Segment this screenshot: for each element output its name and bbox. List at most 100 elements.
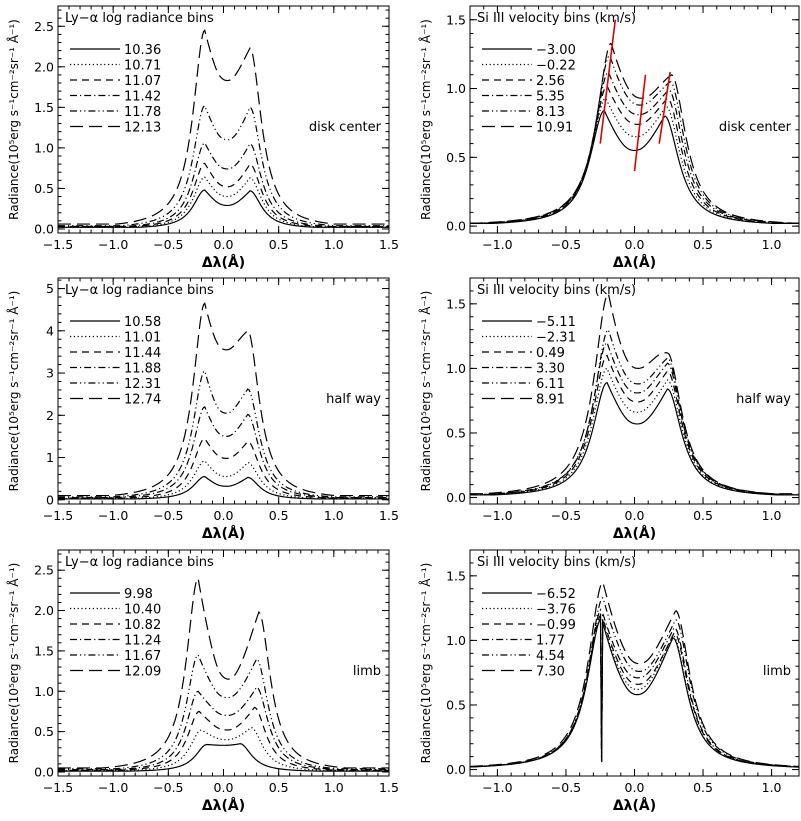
- x-tick-label: 0.5: [693, 508, 713, 523]
- legend-label: 11.78: [124, 105, 161, 120]
- x-tick-label: −0.5: [551, 508, 581, 523]
- legend-label: 12.09: [124, 665, 161, 680]
- legend: −6.52−3.76−0.991.774.547.30: [482, 587, 576, 680]
- x-tick-label: 0.0: [214, 780, 234, 795]
- annotation-red-line: [633, 74, 647, 172]
- x-tick-label: 0.5: [269, 237, 289, 252]
- x-tick-label: −1.5: [43, 780, 73, 795]
- panel-6: −1.0 −0.5 0.0 0.5 1.0 0.0 0.5 1.0 1.5 Δλ(Å) Radian…: [418, 549, 800, 814]
- x-tick-label: −0.5: [153, 237, 183, 252]
- x-axis-label: Δλ(Å): [613, 254, 656, 271]
- series-line-2: [470, 367, 799, 496]
- legend-label: −5.11: [536, 315, 576, 330]
- legend-label: −6.52: [536, 587, 576, 602]
- x-tick-label: 0.0: [214, 508, 234, 523]
- x-tick-label: 0.5: [269, 780, 289, 795]
- legend-label: 12.13: [124, 121, 161, 136]
- legend-label: 11.88: [124, 362, 161, 377]
- series-line-4: [470, 607, 799, 768]
- x-tick-label: −1.0: [482, 237, 512, 252]
- panel-title: Ly−α log radiance bins: [65, 555, 214, 570]
- x-tick-label: −0.5: [551, 780, 581, 795]
- y-tick-label: 1.0: [446, 81, 466, 96]
- series-line-3: [58, 162, 389, 228]
- y-tick-label: 4: [46, 323, 54, 338]
- legend-label: 9.98: [124, 587, 153, 602]
- series-group: [58, 576, 389, 772]
- position-label: disk center: [719, 120, 792, 135]
- x-tick-label: −0.5: [153, 780, 183, 795]
- x-axis-label: Δλ(Å): [202, 797, 245, 814]
- y-tick-label: 0.5: [446, 150, 466, 165]
- y-tick-label: 1.5: [34, 100, 54, 115]
- series-line-6: [58, 576, 389, 769]
- x-tick-label: 1.5: [379, 780, 399, 795]
- series-line-2: [58, 460, 389, 500]
- position-label: limb: [763, 664, 791, 679]
- series-line-6: [58, 302, 389, 497]
- annotation-red-line: [658, 71, 671, 144]
- series-line-3: [470, 84, 799, 224]
- series-line-3: [470, 354, 799, 496]
- series-line-5: [58, 370, 389, 498]
- y-axis-label: Radiance(10⁵erg s⁻¹cm⁻²sr⁻¹ Å⁻¹): [6, 291, 21, 492]
- panel-2: −1.0 −0.5 0.0 0.5 1.0 0.0 0.5 1.0 1.5 Δλ(Å) Radian…: [418, 5, 800, 271]
- panel-title: Si III velocity bins (km/s): [477, 283, 636, 298]
- legend-label: 5.35: [536, 90, 565, 105]
- legend-label: 8.13: [536, 105, 565, 120]
- series-line-2: [470, 615, 799, 768]
- series-line-1: [470, 109, 799, 224]
- x-tick-label: −1.0: [98, 508, 128, 523]
- x-tick-label: 1.0: [324, 508, 344, 523]
- series-line-1: [58, 475, 389, 500]
- x-tick-label: −0.5: [551, 237, 581, 252]
- legend-label: 10.91: [536, 121, 573, 136]
- y-tick-label: 1.0: [34, 140, 54, 155]
- series-line-3: [58, 706, 389, 771]
- panel-title: Ly−α log radiance bins: [65, 283, 214, 298]
- series-line-4: [470, 71, 799, 224]
- legend-label: 10.82: [124, 618, 161, 633]
- x-tick-label: 0.5: [693, 237, 713, 252]
- x-tick-label: 1.0: [762, 508, 782, 523]
- series-line-3: [470, 613, 799, 768]
- y-tick-label: 0.5: [34, 724, 54, 739]
- y-tick-label: 0.0: [34, 764, 54, 779]
- y-tick-label: 0.0: [34, 221, 54, 236]
- x-tick-label: 0.0: [625, 508, 645, 523]
- legend-label: 2.56: [536, 74, 565, 89]
- y-tick-label: 0.0: [446, 762, 466, 777]
- plot-frame: [57, 549, 390, 777]
- series-group: [470, 581, 799, 768]
- plot-frame: [57, 277, 390, 505]
- x-tick-label: −1.5: [43, 237, 73, 252]
- series-line-1: [58, 743, 389, 772]
- legend-label: 11.01: [124, 331, 161, 346]
- series-line-6: [58, 29, 389, 225]
- x-tick-label: 1.0: [324, 780, 344, 795]
- legend-label: 10.71: [124, 59, 161, 74]
- panel-5: −1.5 −1.0 −0.5 0.0 0.5 1.0 1.5 0.0 0.5 1.0 1.5 2.0 2…: [6, 549, 399, 814]
- x-tick-label: 0.5: [269, 508, 289, 523]
- legend-label: 3.30: [536, 362, 565, 377]
- y-tick-label: 0: [46, 492, 54, 507]
- series-line-2: [470, 97, 799, 224]
- panel-title: Si III velocity bins (km/s): [477, 11, 636, 26]
- legend-label: 11.44: [124, 346, 161, 361]
- series-line-4: [58, 686, 389, 771]
- x-tick-label: 0.0: [214, 237, 234, 252]
- legend-label: 10.36: [124, 43, 161, 58]
- legend-label: 7.30: [536, 665, 565, 680]
- y-tick-label: 0.5: [446, 697, 466, 712]
- series-line-1: [470, 616, 799, 768]
- x-axis-label: Δλ(Å): [202, 525, 245, 542]
- legend-label: 8.91: [536, 393, 565, 408]
- series-line-5: [470, 328, 799, 496]
- legend-label: 11.42: [124, 90, 161, 105]
- series-line-2: [58, 726, 389, 771]
- position-label: half way: [326, 392, 381, 407]
- x-tick-label: 0.5: [693, 780, 713, 795]
